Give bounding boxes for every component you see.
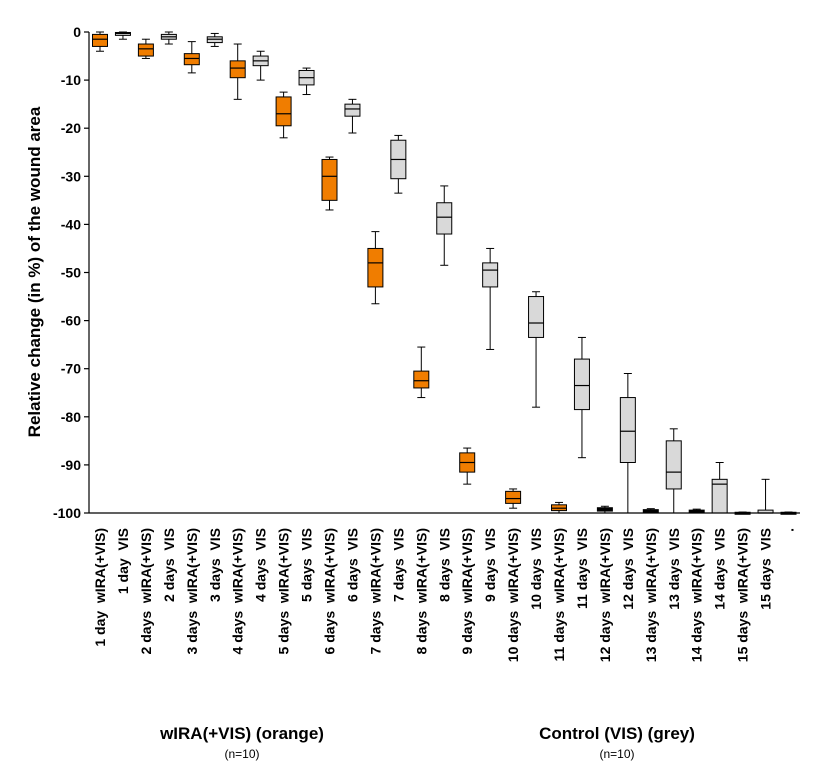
x-tick-label: 5 days VIS xyxy=(299,528,315,602)
x-tick-label: 12 days wIRA(+VIS) xyxy=(597,528,613,662)
box-17 xyxy=(459,447,476,485)
box-iqr xyxy=(482,262,499,288)
box-11 xyxy=(321,156,338,211)
x-tick-label: 7 days wIRA(+VIS) xyxy=(367,528,383,654)
box-24 xyxy=(619,373,636,514)
box-6 xyxy=(206,32,223,47)
x-tick-label: 1 day wIRA(+VIS) xyxy=(92,528,108,647)
box-15 xyxy=(413,346,430,399)
box-30 xyxy=(757,478,774,514)
y-tick-label: -40 xyxy=(61,216,81,232)
legend-n-control: (n=10) xyxy=(599,747,634,761)
x-tick-label: 4 days wIRA(+VIS) xyxy=(230,528,246,654)
legend-label-wira: wIRA(+VIS) (orange) xyxy=(159,724,324,743)
x-tick-label: 4 days VIS xyxy=(253,528,269,602)
box-iqr xyxy=(137,43,154,57)
x-tick-label: 7 days VIS xyxy=(390,528,406,602)
box-iqr xyxy=(321,158,338,201)
x-axis: 1 day wIRA(+VIS) 1 day VIS 2 days wIRA(+VI… xyxy=(89,512,800,662)
x-tick-label: . xyxy=(781,528,797,532)
box-9 xyxy=(275,91,292,139)
box-iqr xyxy=(183,53,200,66)
box-25 xyxy=(642,508,659,514)
box-23 xyxy=(596,505,613,514)
box-iqr xyxy=(528,296,545,338)
y-tick-label: -70 xyxy=(61,361,81,377)
x-tick-label: 8 days wIRA(+VIS) xyxy=(413,528,429,654)
x-tick-label: 3 days VIS xyxy=(207,528,223,602)
legend-label-control: Control (VIS) (grey) xyxy=(539,724,695,743)
box-iqr xyxy=(665,440,682,490)
box-26 xyxy=(665,428,682,514)
box-14 xyxy=(390,134,407,194)
box-8 xyxy=(252,50,269,81)
legend-n-wira: (n=10) xyxy=(224,747,259,761)
x-tick-label: 14 days VIS xyxy=(712,528,728,610)
box-iqr xyxy=(344,103,361,117)
box-iqr xyxy=(573,358,590,411)
box-10 xyxy=(298,67,315,96)
x-tick-label: 11 days wIRA(+VIS) xyxy=(551,528,567,661)
box-3 xyxy=(137,38,154,59)
y-tick-label: -80 xyxy=(61,409,81,425)
y-axis-label: Relative change (in %) of the wound area xyxy=(25,106,44,437)
box-iqr xyxy=(436,202,453,235)
box-18 xyxy=(482,247,499,350)
y-tick-label: 0 xyxy=(73,24,81,40)
x-tick-label: 6 days wIRA(+VIS) xyxy=(322,528,338,654)
box-iqr xyxy=(505,490,522,504)
box-iqr xyxy=(413,370,430,389)
box-iqr xyxy=(619,397,636,463)
y-tick-label: -90 xyxy=(61,457,81,473)
box-iqr xyxy=(229,60,246,79)
x-tick-label: 8 days VIS xyxy=(436,528,452,602)
y-axis: 0 -10 -20 -30 -40 -50 -60 -70 -80 -90 -100 xyxy=(53,24,90,521)
x-tick-label: 1 day VIS xyxy=(115,528,131,594)
y-tick-label: -60 xyxy=(61,313,81,329)
box-20 xyxy=(528,291,545,408)
box-7 xyxy=(229,43,246,100)
box-1 xyxy=(92,31,108,52)
y-tick-label: -50 xyxy=(61,265,81,281)
y-tick-label: -10 xyxy=(61,72,81,88)
box-5 xyxy=(183,41,200,74)
x-tick-label: 2 days VIS xyxy=(161,528,177,602)
y-tick-label: -30 xyxy=(61,168,81,184)
x-tick-label: 14 days wIRA(+VIS) xyxy=(689,528,705,662)
x-tick-label: 11 days VIS xyxy=(574,528,590,609)
x-tick-label: 12 days VIS xyxy=(620,528,636,610)
x-tick-label: 5 days wIRA(+VIS) xyxy=(276,528,292,654)
box-19 xyxy=(505,488,522,509)
box-iqr xyxy=(367,247,384,288)
x-tick-label: 15 days wIRA(+VIS) xyxy=(735,528,751,662)
box-21 xyxy=(551,501,567,514)
box-2 xyxy=(114,31,131,40)
box-12 xyxy=(344,98,361,134)
box-13 xyxy=(367,231,384,305)
x-tick-label: 15 days VIS xyxy=(758,528,774,610)
y-tick-label: -20 xyxy=(61,120,81,136)
box-iqr xyxy=(92,33,108,47)
y-tick-label: -100 xyxy=(53,505,81,521)
box-iqr xyxy=(275,96,292,127)
x-tick-label: 10 days VIS xyxy=(528,528,544,610)
box-28 xyxy=(711,461,728,514)
x-tick-label: 9 days VIS xyxy=(482,528,498,602)
x-tick-label: 13 days wIRA(+VIS) xyxy=(643,528,659,662)
box-16 xyxy=(436,185,453,266)
x-tick-label: 9 days wIRA(+VIS) xyxy=(459,528,475,654)
x-tick-label: 2 days wIRA(+VIS) xyxy=(138,528,154,654)
x-tick-label: 6 days VIS xyxy=(344,528,360,602)
x-tick-label: 13 days VIS xyxy=(666,528,682,610)
plot-area xyxy=(92,31,797,515)
box-4 xyxy=(160,31,177,45)
box-22 xyxy=(573,336,590,459)
x-tick-label: 3 days wIRA(+VIS) xyxy=(184,528,200,654)
x-tick-label: 10 days wIRA(+VIS) xyxy=(505,528,521,662)
